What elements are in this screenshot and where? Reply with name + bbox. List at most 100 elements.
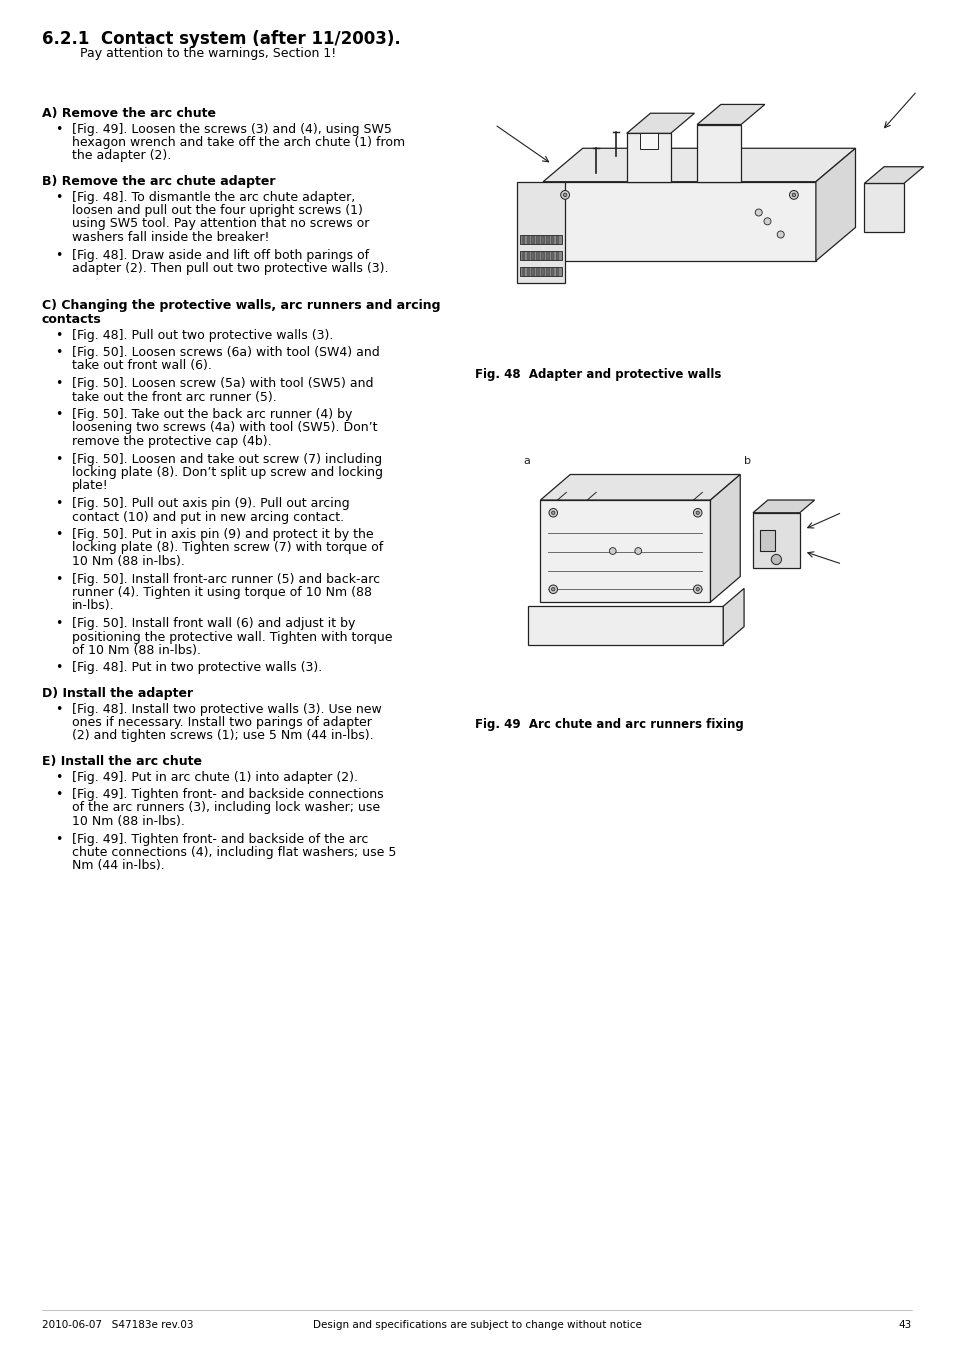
Bar	[521, 267, 524, 275]
Bar	[536, 236, 538, 243]
Bar	[555, 267, 558, 275]
Circle shape	[789, 190, 798, 200]
Circle shape	[693, 585, 701, 594]
Bar	[555, 252, 558, 259]
Text: •: •	[55, 248, 62, 262]
Text: [Fig. 49]. Tighten front- and backside of the arc: [Fig. 49]. Tighten front- and backside o…	[71, 833, 368, 845]
Circle shape	[777, 231, 783, 238]
Text: remove the protective cap (4b).: remove the protective cap (4b).	[71, 435, 272, 448]
Text: b: b	[743, 456, 751, 466]
Circle shape	[755, 209, 761, 216]
Text: [Fig. 50]. Loosen screw (5a) with tool (SW5) and: [Fig. 50]. Loosen screw (5a) with tool (…	[71, 377, 374, 390]
Text: Design and specifications are subject to change without notice: Design and specifications are subject to…	[313, 1320, 640, 1330]
Text: D) Install the adapter: D) Install the adapter	[42, 687, 193, 701]
Text: Fig. 48  Adapter and protective walls: Fig. 48 Adapter and protective walls	[475, 369, 720, 381]
Text: washers fall inside the breaker!: washers fall inside the breaker!	[71, 231, 269, 244]
Text: A) Remove the arc chute: A) Remove the arc chute	[42, 107, 215, 120]
Bar	[626, 134, 670, 182]
Polygon shape	[697, 104, 764, 124]
Polygon shape	[722, 589, 743, 644]
Text: •: •	[55, 572, 62, 586]
Bar	[545, 267, 548, 275]
Text: C) Changing the protective walls, arc runners and arcing: C) Changing the protective walls, arc ru…	[42, 300, 440, 312]
Polygon shape	[542, 148, 855, 182]
Polygon shape	[863, 167, 923, 184]
Text: [Fig. 50]. Loosen screws (6a) with tool (SW4) and: [Fig. 50]. Loosen screws (6a) with tool …	[71, 346, 379, 359]
Bar	[527, 606, 722, 644]
Text: Pay attention to the warnings, Section 1!: Pay attention to the warnings, Section 1…	[80, 47, 335, 59]
Text: adapter (2). Then pull out two protective walls (3).: adapter (2). Then pull out two protectiv…	[71, 262, 388, 275]
Text: [Fig. 50]. Install front wall (6) and adjust it by: [Fig. 50]. Install front wall (6) and ad…	[71, 617, 355, 630]
Text: [Fig. 50]. Put in axis pin (9) and protect it by the: [Fig. 50]. Put in axis pin (9) and prote…	[71, 528, 374, 541]
Bar	[540, 267, 543, 275]
Text: •: •	[55, 662, 62, 675]
Text: •: •	[55, 702, 62, 716]
Circle shape	[551, 587, 555, 591]
Text: •: •	[55, 190, 62, 204]
Circle shape	[634, 548, 641, 555]
Text: ones if necessary. Install two parings of adapter: ones if necessary. Install two parings o…	[71, 716, 372, 729]
Text: [Fig. 48]. Pull out two protective walls (3).: [Fig. 48]. Pull out two protective walls…	[71, 328, 333, 342]
Text: •: •	[55, 833, 62, 845]
Bar	[517, 182, 564, 284]
Text: •: •	[55, 617, 62, 630]
Bar	[540, 236, 543, 243]
Text: E) Install the arc chute: E) Install the arc chute	[42, 755, 202, 768]
Text: [Fig. 49]. Put in arc chute (1) into adapter (2).: [Fig. 49]. Put in arc chute (1) into ada…	[71, 771, 357, 783]
Text: •: •	[55, 377, 62, 390]
Text: locking plate (8). Tighten screw (7) with torque of: locking plate (8). Tighten screw (7) wit…	[71, 541, 383, 555]
Text: of the arc runners (3), including lock washer; use: of the arc runners (3), including lock w…	[71, 802, 379, 814]
Text: positioning the protective wall. Tighten with torque: positioning the protective wall. Tighten…	[71, 630, 392, 644]
Polygon shape	[710, 474, 740, 602]
Text: •: •	[55, 771, 62, 783]
Text: •: •	[55, 346, 62, 359]
Text: B) Remove the arc chute adapter: B) Remove the arc chute adapter	[42, 176, 275, 188]
Text: •: •	[55, 788, 62, 801]
Circle shape	[770, 555, 781, 564]
Bar	[639, 134, 657, 148]
Text: [Fig. 49]. Tighten front- and backside connections: [Fig. 49]. Tighten front- and backside c…	[71, 788, 383, 801]
Text: [Fig. 50]. Loosen and take out screw (7) including: [Fig. 50]. Loosen and take out screw (7)…	[71, 452, 382, 466]
Bar	[519, 235, 561, 244]
Text: plate!: plate!	[71, 479, 109, 493]
Bar	[697, 124, 740, 182]
Circle shape	[548, 509, 557, 517]
Text: •: •	[55, 497, 62, 510]
Text: (2) and tighten screws (1); use 5 Nm (44 in-lbs).: (2) and tighten screws (1); use 5 Nm (44…	[71, 729, 374, 742]
Circle shape	[560, 190, 569, 200]
Text: 43: 43	[898, 1320, 911, 1330]
Bar	[550, 267, 553, 275]
Circle shape	[696, 587, 699, 591]
Bar	[752, 513, 799, 568]
Text: a: a	[523, 456, 530, 466]
Text: loosening two screws (4a) with tool (SW5). Don’t: loosening two screws (4a) with tool (SW5…	[71, 421, 377, 435]
Text: contacts: contacts	[42, 313, 102, 325]
Bar	[545, 252, 548, 259]
Bar	[521, 236, 524, 243]
Bar	[526, 236, 529, 243]
Bar	[531, 267, 534, 275]
Bar	[521, 252, 524, 259]
Bar	[542, 182, 815, 261]
Circle shape	[763, 217, 770, 225]
Bar	[555, 236, 558, 243]
Bar	[531, 236, 534, 243]
Bar	[526, 267, 529, 275]
Bar	[526, 252, 529, 259]
Polygon shape	[752, 500, 814, 513]
Text: Nm (44 in-lbs).: Nm (44 in-lbs).	[71, 860, 165, 872]
Circle shape	[696, 512, 699, 514]
Bar	[545, 236, 548, 243]
Text: [Fig. 50]. Install front-arc runner (5) and back-arc: [Fig. 50]. Install front-arc runner (5) …	[71, 572, 379, 586]
Text: in-lbs).: in-lbs).	[71, 599, 114, 613]
Bar	[863, 184, 902, 232]
Text: loosen and pull out the four upright screws (1): loosen and pull out the four upright scr…	[71, 204, 362, 217]
Text: 10 Nm (88 in-lbs).: 10 Nm (88 in-lbs).	[71, 815, 185, 828]
Text: [Fig. 50]. Take out the back arc runner (4) by: [Fig. 50]. Take out the back arc runner …	[71, 408, 352, 421]
Circle shape	[563, 193, 566, 197]
Bar	[536, 267, 538, 275]
Text: contact (10) and put in new arcing contact.: contact (10) and put in new arcing conta…	[71, 510, 344, 524]
Circle shape	[791, 193, 795, 197]
Text: [Fig. 48]. Put in two protective walls (3).: [Fig. 48]. Put in two protective walls (…	[71, 662, 322, 675]
Polygon shape	[815, 148, 855, 261]
